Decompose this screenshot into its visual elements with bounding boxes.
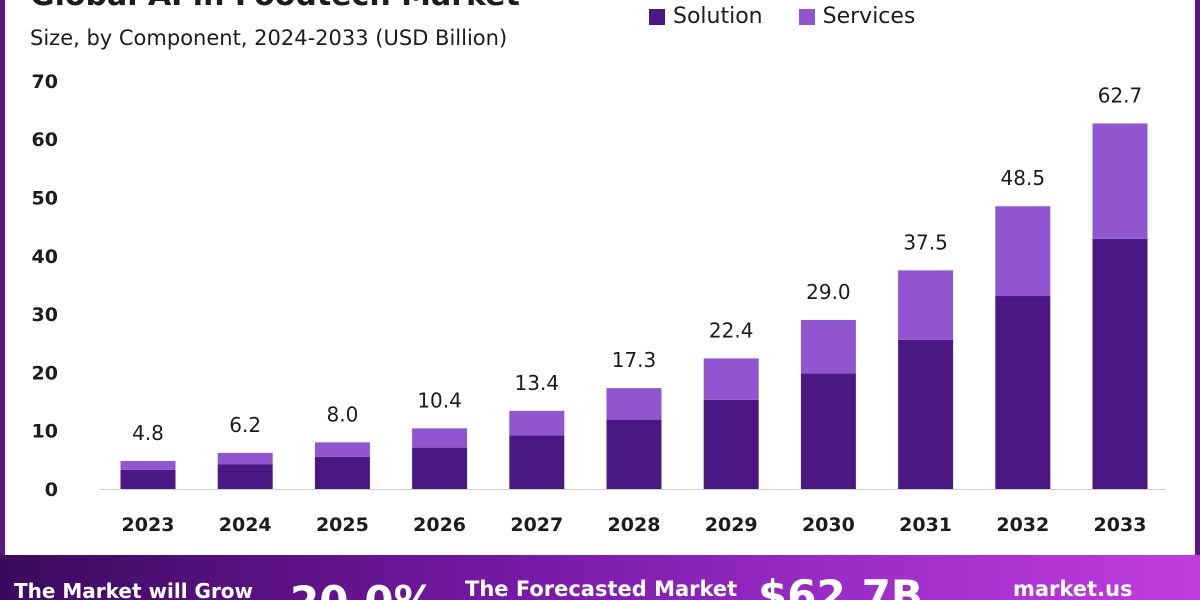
data-label-total: 29.0 xyxy=(806,280,851,304)
bar-solution xyxy=(898,339,954,489)
bar-solution xyxy=(314,456,370,489)
bar-solution xyxy=(120,469,176,489)
data-label-total: 37.5 xyxy=(903,230,948,254)
data-label-total: 62.7 xyxy=(1098,83,1143,107)
bar-services xyxy=(995,206,1051,297)
y-tick-label: 20 xyxy=(32,362,58,384)
bar-chart: 0102030405060704.820236.220248.0202510.4… xyxy=(32,71,1166,536)
y-tick-label: 30 xyxy=(32,304,58,326)
chart-title: Global AI in Foodtech Market xyxy=(30,0,520,13)
frame-right-border xyxy=(1195,0,1200,555)
x-tick-label: 2033 xyxy=(1094,514,1147,536)
data-label-total: 48.5 xyxy=(1001,166,1046,190)
data-label-total: 17.3 xyxy=(612,348,657,372)
banner-logo-text: market.us xyxy=(1013,577,1133,600)
y-tick-label: 40 xyxy=(32,246,58,268)
x-tick-label: 2026 xyxy=(413,514,466,536)
bar-services xyxy=(509,410,565,436)
banner-forecast-text: The Forecasted Market xyxy=(465,577,738,600)
x-tick-label: 2024 xyxy=(219,514,272,536)
bar-services xyxy=(606,388,662,420)
y-tick-label: 70 xyxy=(32,71,58,93)
data-label-total: 22.4 xyxy=(709,318,754,342)
bar-services xyxy=(703,358,759,400)
bar-solution xyxy=(412,447,468,489)
x-tick-label: 2027 xyxy=(510,514,563,536)
y-tick-label: 50 xyxy=(32,188,58,210)
frame-left-border xyxy=(0,0,5,555)
x-tick-label: 2030 xyxy=(802,514,855,536)
bar-solution xyxy=(703,399,759,489)
legend-item-services: Services xyxy=(798,4,916,29)
bar-solution xyxy=(995,296,1051,489)
data-label-total: 8.0 xyxy=(326,402,358,426)
bar-services xyxy=(120,461,176,470)
x-tick-label: 2023 xyxy=(122,514,175,536)
bar-solution xyxy=(800,373,856,489)
bar-services xyxy=(800,319,856,374)
footer-banner: The Market will Grow 20.0% The Forecaste… xyxy=(0,555,1200,600)
data-label-total: 4.8 xyxy=(132,421,164,445)
legend-label-services: Services xyxy=(822,4,916,29)
chart-subtitle: Size, by Component, 2024-2033 (USD Billi… xyxy=(30,26,508,50)
y-tick-label: 10 xyxy=(32,421,58,443)
x-tick-label: 2032 xyxy=(996,514,1049,536)
chart-legend: Solution Services xyxy=(649,4,915,29)
bar-services xyxy=(314,442,370,457)
banner-grow-text: The Market will Grow xyxy=(14,579,254,600)
y-tick-label: 0 xyxy=(45,479,58,501)
banner-cagr-value: 20.0% xyxy=(290,577,436,600)
bar-services xyxy=(217,452,273,465)
legend-swatch-solution xyxy=(649,8,665,25)
bar-services xyxy=(898,270,954,340)
x-tick-label: 2031 xyxy=(899,514,952,536)
bar-solution xyxy=(217,464,273,489)
bar-services xyxy=(412,428,468,448)
bar-services xyxy=(1092,123,1148,239)
y-tick-label: 60 xyxy=(32,129,58,151)
banner-market-value: $62.7B xyxy=(758,571,923,600)
data-label-total: 6.2 xyxy=(229,413,261,437)
bar-solution xyxy=(509,435,565,489)
x-tick-label: 2025 xyxy=(316,514,369,536)
legend-item-solution: Solution xyxy=(649,4,763,29)
bar-solution xyxy=(1092,238,1148,489)
bar-solution xyxy=(606,419,662,489)
x-tick-label: 2029 xyxy=(705,514,758,536)
legend-label-solution: Solution xyxy=(673,4,763,29)
x-tick-label: 2028 xyxy=(608,514,661,536)
legend-swatch-services xyxy=(798,8,815,25)
data-label-total: 13.4 xyxy=(515,371,560,395)
data-label-total: 10.4 xyxy=(417,388,462,412)
